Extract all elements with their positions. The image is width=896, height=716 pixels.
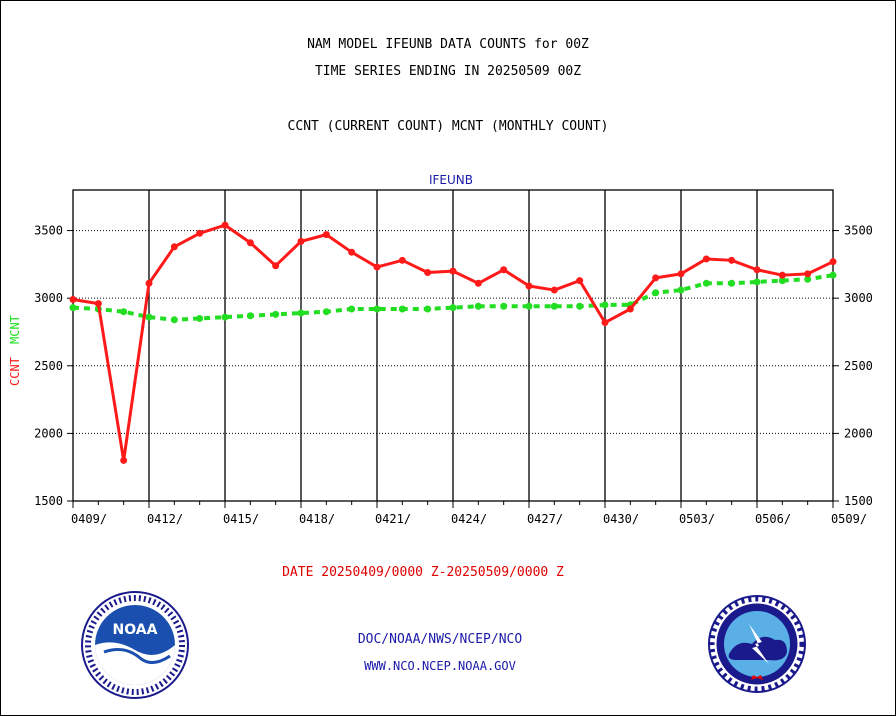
mcnt-point [601, 301, 609, 309]
mcnt-point [221, 313, 229, 321]
x-axis: 0409/0412/0415/0418/0421/0424/0427/0430/… [71, 501, 867, 526]
mcnt-point [120, 308, 128, 316]
mcnt-point [500, 302, 508, 310]
ccnt-point [652, 274, 660, 282]
chart-description: CCNT (CURRENT COUNT) MCNT (MONTHLY COUNT… [287, 119, 609, 134]
mcnt-point [474, 302, 482, 310]
y-axis: 1500 1500 2000 2000 2500 2500 3000 3000 3500 3500 [34, 224, 873, 508]
footer-link-website[interactable]: WWW.NCO.NCEP.NOAA.GOV [364, 659, 516, 673]
ccnt-point [398, 256, 406, 264]
x-tick-label: 0509/ [831, 512, 867, 526]
mcnt-point [753, 278, 761, 286]
series-ccnt [69, 221, 837, 464]
ccnt-point [322, 231, 330, 239]
y-tick-label-right: 3500 [844, 224, 873, 238]
ccnt-point [728, 256, 736, 264]
ccnt-point [753, 266, 761, 274]
ccnt-point [424, 268, 432, 276]
mcnt-point [69, 304, 77, 312]
x-tick-label: 0503/ [679, 512, 715, 526]
ccnt-point [373, 263, 381, 271]
panel-label: IFEUNB [429, 173, 473, 187]
y-tick-label-left: 1500 [34, 494, 63, 508]
y-tick-label-left: 2000 [34, 426, 63, 440]
mcnt-point [348, 305, 356, 313]
mcnt-point [576, 302, 584, 310]
footer-link-doc-noaa[interactable]: DOC/NOAA/NWS/NCEP/NCO [357, 632, 523, 647]
mcnt-point [702, 279, 710, 287]
mcnt-point [804, 275, 812, 283]
y-axis-label-ccnt: CCNT [8, 357, 22, 386]
mcnt-point [196, 314, 204, 322]
ccnt-point [474, 279, 482, 287]
x-tick-label: 0412/ [147, 512, 183, 526]
x-tick-label: 0415/ [223, 512, 259, 526]
mcnt-point [449, 304, 457, 312]
mcnt-point [778, 277, 786, 285]
mcnt-point [829, 271, 837, 279]
ccnt-point [246, 239, 254, 247]
y-tick-label-right: 2000 [844, 426, 873, 440]
mcnt-point [398, 305, 406, 313]
mcnt-point [297, 309, 305, 317]
line-chart: 1500 1500 2000 2000 2500 2500 3000 3000 3500 3500… [8, 173, 873, 526]
mcnt-point [728, 279, 736, 287]
ccnt-point [196, 229, 204, 237]
ccnt-point [677, 270, 685, 278]
ccnt-point [829, 258, 837, 266]
mcnt-point [322, 308, 330, 316]
x-tick-label: 0430/ [603, 512, 639, 526]
ccnt-point [576, 277, 584, 285]
mcnt-point [373, 305, 381, 313]
chart-title: NAM MODEL IFEUNB DATA COUNTS for 00Z [307, 37, 589, 52]
ccnt-point [778, 271, 786, 279]
ccnt-point [550, 286, 558, 294]
y-tick-label-right: 2500 [844, 359, 873, 373]
nws-logo-icon[interactable] [707, 594, 807, 694]
x-tick-label: 0409/ [71, 512, 107, 526]
x-tick-label: 0427/ [527, 512, 563, 526]
ccnt-point [272, 262, 280, 270]
mcnt-point [170, 316, 178, 324]
y-tick-label-left: 2500 [34, 359, 63, 373]
y-axis-label-mcnt: MCNT [8, 315, 22, 344]
mcnt-point [677, 286, 685, 294]
mcnt-point [550, 302, 558, 310]
noaa-logo-text: NOAA [113, 622, 158, 638]
x-tick-label: 0424/ [451, 512, 487, 526]
ccnt-point [500, 266, 508, 274]
y-tick-label-right: 1500 [844, 494, 873, 508]
x-axis-label: DATE 20250409/0000 Z-20250509/0000 Z [282, 565, 564, 580]
ccnt-point [69, 296, 77, 304]
x-tick-label: 0421/ [375, 512, 411, 526]
x-tick-label: 0418/ [299, 512, 335, 526]
ccnt-point [120, 456, 128, 464]
chart-grid [73, 190, 833, 501]
ccnt-point [702, 255, 710, 263]
x-tick-label: 0506/ [755, 512, 791, 526]
mcnt-point [145, 313, 153, 321]
mcnt-point [246, 312, 254, 320]
y-tick-label-left: 3500 [34, 224, 63, 238]
ccnt-point [804, 270, 812, 278]
ccnt-point [449, 267, 457, 275]
y-tick-label-left: 3000 [34, 291, 63, 305]
mcnt-point [652, 289, 660, 297]
mcnt-point [272, 310, 280, 318]
chart-subtitle: TIME SERIES ENDING IN 20250509 00Z [314, 64, 582, 79]
noaa-logo-icon[interactable]: NOAA [80, 590, 190, 700]
ccnt-point [297, 237, 305, 245]
ccnt-point [145, 279, 153, 287]
ccnt-point [348, 248, 356, 256]
y-tick-label-right: 3000 [844, 291, 873, 305]
mcnt-point [424, 305, 432, 313]
ccnt-point [221, 221, 229, 229]
ccnt-point [170, 243, 178, 251]
ccnt-point [601, 319, 609, 327]
ccnt-point [525, 282, 533, 290]
ccnt-point [626, 305, 634, 313]
mcnt-point [525, 302, 533, 310]
ccnt-point [94, 300, 102, 308]
